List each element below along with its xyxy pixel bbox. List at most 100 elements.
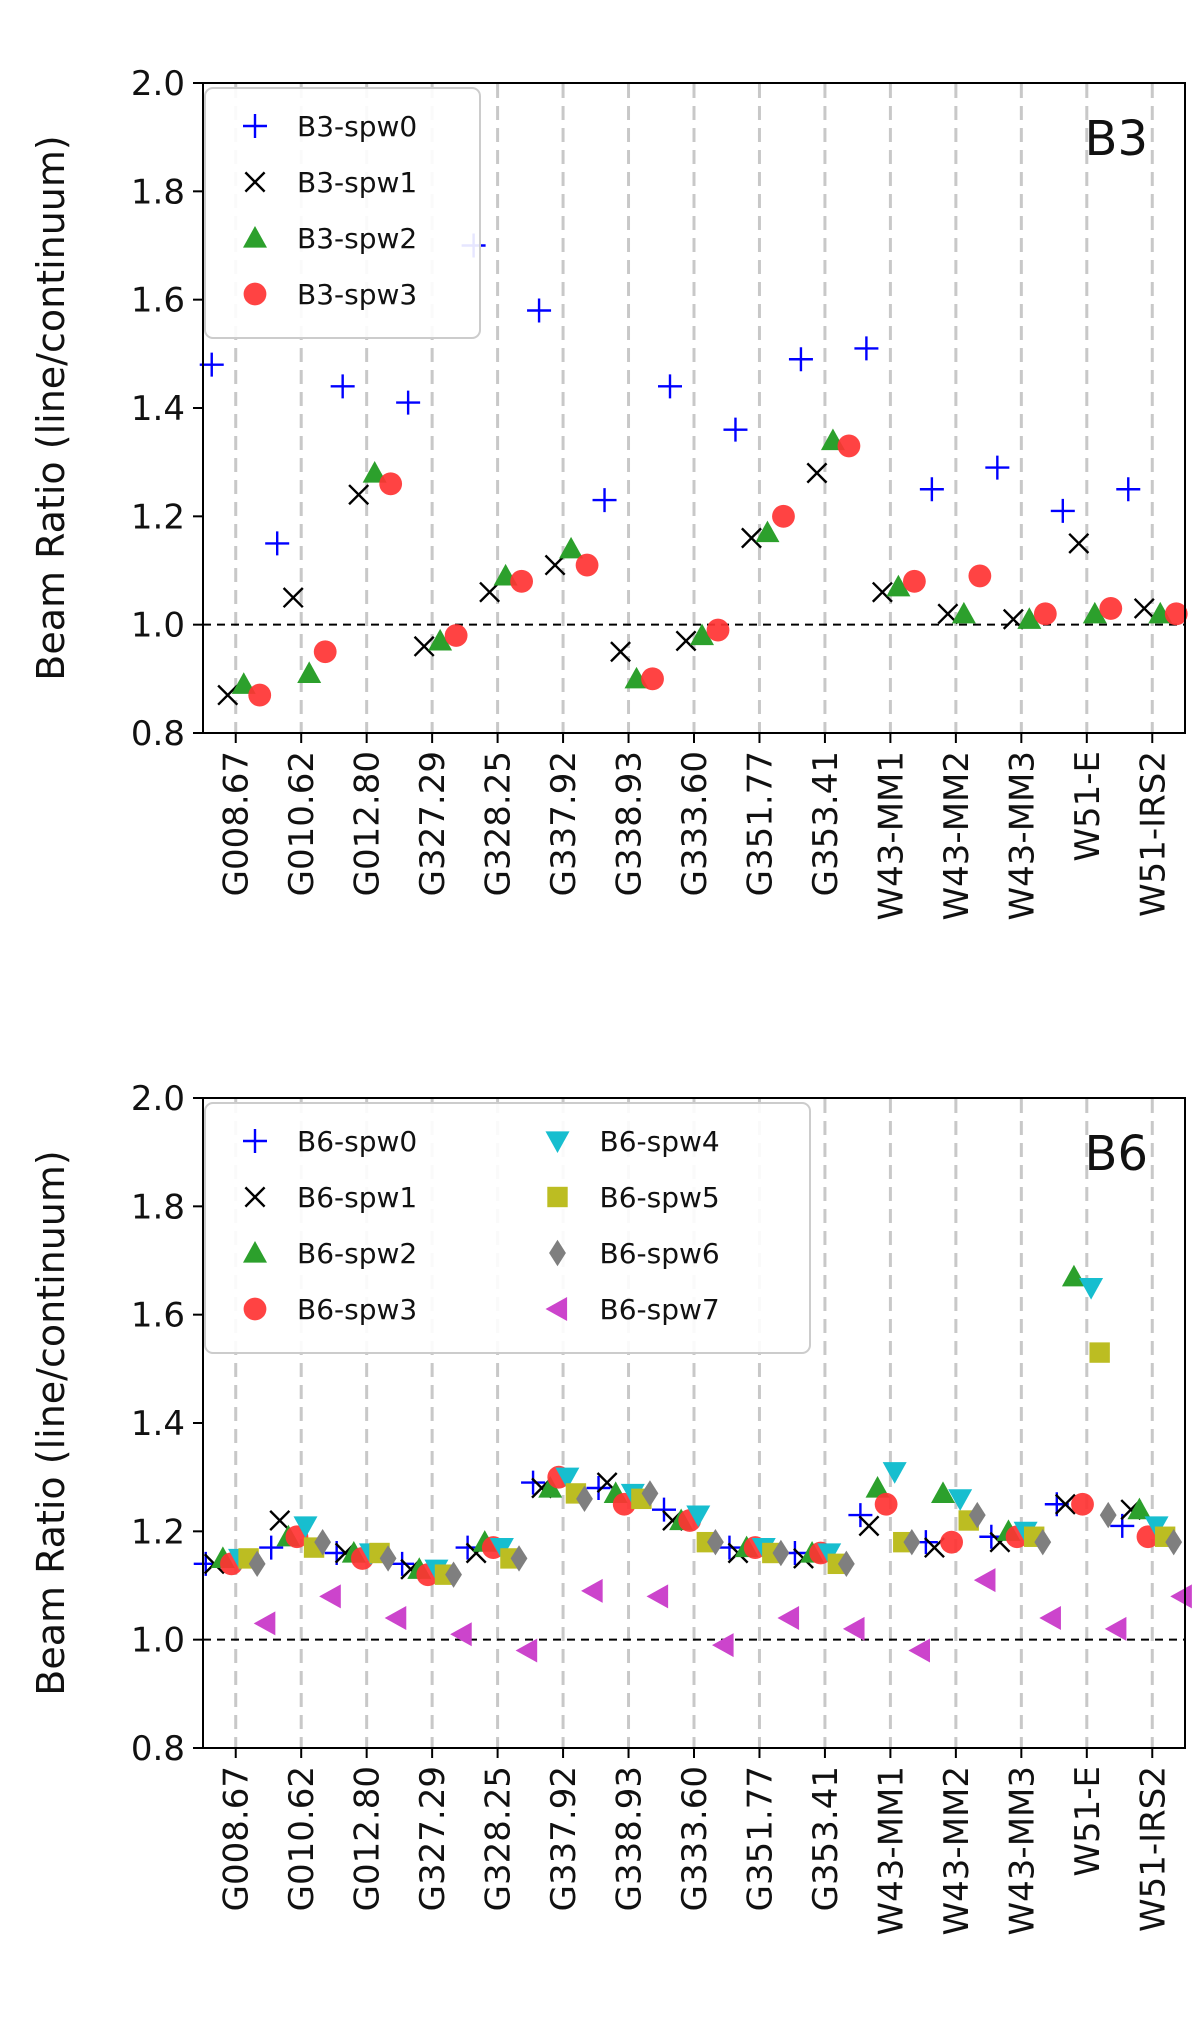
data-point <box>293 1516 318 1538</box>
data-point <box>882 1462 907 1484</box>
data-point <box>592 488 617 513</box>
data-point <box>968 564 992 588</box>
legend: B3-spw0 B3-spw1 B3-spw2 B3-spw3 <box>204 87 481 339</box>
data-point <box>940 1530 963 1554</box>
legend-label: B6-spw5 <box>600 1181 720 1214</box>
data-point <box>1039 1606 1061 1630</box>
data-point <box>1061 1264 1086 1287</box>
data-point <box>282 587 304 609</box>
data-point <box>1170 1584 1192 1609</box>
x-tick-label: W43-MM2 <box>937 1766 977 1935</box>
data-point <box>610 641 631 663</box>
y-tick-label: 0.8 <box>131 714 185 754</box>
legend-marker <box>547 1186 568 1208</box>
x-tick-label: W43-MM2 <box>937 751 977 920</box>
x-tick-label: W51-IRS2 <box>1133 1766 1173 1932</box>
data-point <box>1165 1528 1183 1556</box>
data-point <box>968 1501 986 1529</box>
x-tick-label: G327.29 <box>413 1766 453 1911</box>
data-point <box>259 1535 284 1560</box>
legend-box <box>204 1102 811 1354</box>
data-point <box>1050 498 1075 523</box>
x-tick-label: W43-MM3 <box>1002 751 1042 920</box>
data-point <box>362 461 387 483</box>
data-point <box>1133 597 1155 619</box>
data-point <box>854 336 879 361</box>
legend-marker <box>243 1241 267 1263</box>
x-tick-label: G012.80 <box>348 1766 388 1911</box>
data-point <box>1079 1277 1104 1300</box>
x-tick-label: G010.62 <box>282 751 322 896</box>
legend-label: B6-spw3 <box>297 1293 417 1326</box>
data-point <box>265 531 290 556</box>
data-point <box>931 1481 956 1504</box>
data-point <box>527 298 552 323</box>
x-tick-label: W43-MM3 <box>1002 1766 1042 1935</box>
data-point <box>903 569 926 593</box>
data-point <box>707 1528 724 1556</box>
data-point <box>675 630 697 652</box>
data-point <box>586 1476 611 1500</box>
data-point <box>908 1638 930 1663</box>
legend-box <box>204 87 481 339</box>
y-tick-label: 1.2 <box>131 1512 185 1552</box>
legend-marker <box>243 1297 267 1321</box>
legend-label: B6-spw1 <box>297 1181 417 1214</box>
data-point <box>297 661 322 684</box>
x-tick-label: G008.67 <box>217 1766 257 1911</box>
data-point <box>1089 1342 1110 1363</box>
data-point <box>379 1545 397 1572</box>
data-point <box>231 672 256 694</box>
data-point <box>1071 1492 1094 1516</box>
data-point <box>723 417 748 442</box>
x-tick-label: G353.41 <box>806 1766 846 1911</box>
legend-label: B6-spw0 <box>297 1125 417 1158</box>
data-point <box>313 640 337 664</box>
data-point <box>559 536 584 559</box>
y-tick-label: 1.2 <box>131 497 185 537</box>
data-point <box>706 618 730 642</box>
data-point <box>641 667 664 691</box>
legend-label: B3-spw0 <box>297 110 417 143</box>
data-point <box>690 623 714 646</box>
legend-marker <box>244 171 266 193</box>
data-point <box>576 1485 593 1513</box>
data-point <box>314 1528 332 1556</box>
data-point <box>871 581 893 603</box>
data-point <box>951 601 976 624</box>
data-point <box>269 1510 291 1531</box>
legend-marker <box>545 1131 570 1153</box>
data-point <box>948 1489 973 1511</box>
data-point <box>886 574 911 597</box>
legend-label: B6-spw4 <box>600 1125 720 1158</box>
legend-marker <box>244 1186 266 1208</box>
data-point <box>445 1561 462 1588</box>
data-point <box>837 434 861 458</box>
legend-label: B3-spw1 <box>297 166 417 199</box>
data-point <box>1068 532 1090 554</box>
y-tick-label: 1.0 <box>131 1621 185 1661</box>
y-tick-label: 1.8 <box>131 1187 185 1227</box>
x-tick-label: G337.92 <box>544 751 584 896</box>
legend-marker <box>243 114 267 138</box>
data-point <box>919 477 944 502</box>
y-tick-label: 1.6 <box>131 1296 185 1336</box>
panel-b6: B6 Beam Ratio (line/continuum) 0.8 1.0 1.2… <box>29 1079 1192 1935</box>
data-point <box>858 1515 880 1537</box>
data-point <box>217 684 239 706</box>
y-tick-label: 0.8 <box>131 1729 185 1769</box>
x-tick-label: G338.93 <box>610 1766 650 1911</box>
data-point <box>1054 1493 1076 1515</box>
x-tick-label: G351.77 <box>740 1766 780 1911</box>
panel-label: B3 <box>1085 111 1148 167</box>
y-tick-label: 1.4 <box>131 389 185 429</box>
x-tick-label: G008.67 <box>217 751 257 896</box>
legend-marker <box>545 1297 568 1321</box>
x-tick-label: G338.93 <box>610 751 650 896</box>
x-tick-label: W43-MM1 <box>871 1766 911 1935</box>
x-tick-label: G351.77 <box>740 751 780 896</box>
data-point <box>544 554 566 576</box>
data-point <box>837 1550 855 1578</box>
data-point <box>712 1633 734 1658</box>
